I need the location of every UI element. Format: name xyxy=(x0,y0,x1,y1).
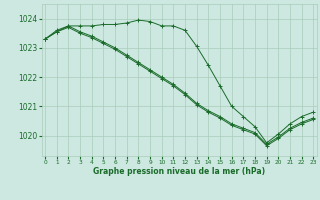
X-axis label: Graphe pression niveau de la mer (hPa): Graphe pression niveau de la mer (hPa) xyxy=(93,167,265,176)
